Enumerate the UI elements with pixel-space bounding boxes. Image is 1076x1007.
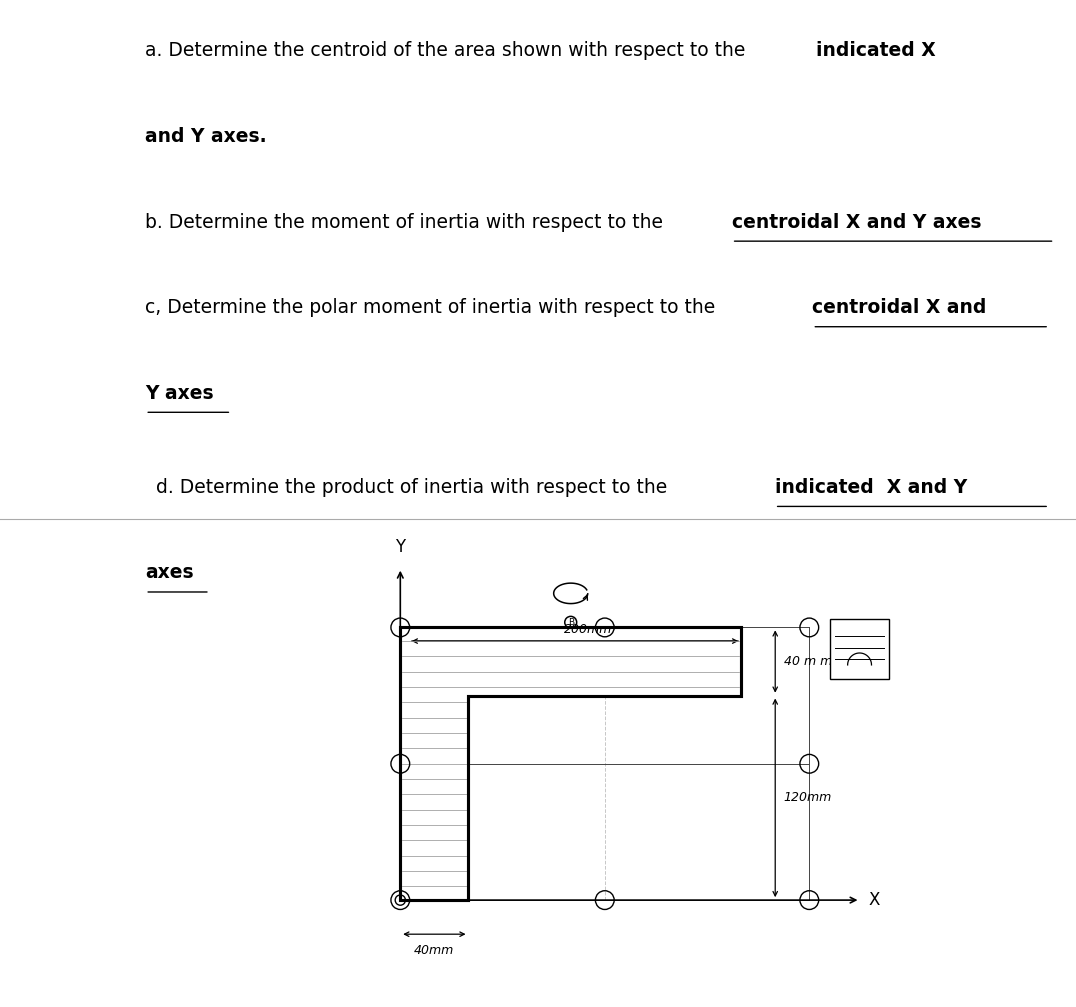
Text: indicated  X and Y: indicated X and Y <box>775 478 967 496</box>
Text: and Y axes.: and Y axes. <box>145 127 267 146</box>
Text: centroidal X and Y axes: centroidal X and Y axes <box>732 212 981 232</box>
Polygon shape <box>400 627 741 900</box>
Text: X: X <box>869 891 880 909</box>
Text: c, Determine the polar moment of inertia with respect to the: c, Determine the polar moment of inertia… <box>145 298 722 317</box>
Text: b. Determine the moment of inertia with respect to the: b. Determine the moment of inertia with … <box>145 212 669 232</box>
Text: 40mm: 40mm <box>414 945 454 958</box>
Text: 120mm: 120mm <box>783 792 832 805</box>
Text: axes: axes <box>145 564 194 582</box>
Text: a. Determine the centroid of the area shown with respect to the: a. Determine the centroid of the area sh… <box>145 41 752 60</box>
Text: indicated X: indicated X <box>816 41 935 60</box>
Text: d. Determine the product of inertia with respect to the: d. Determine the product of inertia with… <box>156 478 674 496</box>
Text: centroidal X and: centroidal X and <box>812 298 987 317</box>
Text: B: B <box>568 618 574 626</box>
Bar <box>830 619 890 679</box>
Text: Y axes: Y axes <box>145 384 214 403</box>
Text: 40 m m: 40 m m <box>783 655 832 668</box>
Text: 200mm: 200mm <box>564 623 612 636</box>
Text: Y: Y <box>395 538 406 556</box>
